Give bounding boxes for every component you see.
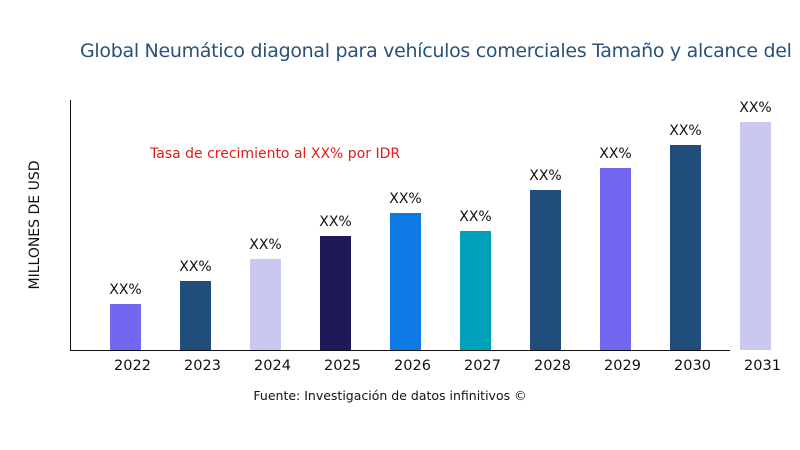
x-tick-2029: 2029 [604, 358, 641, 374]
bar-2024 [250, 259, 281, 350]
data-label-2023: XX% [179, 259, 211, 275]
bar-2027 [460, 231, 491, 350]
x-tick-2022: 2022 [114, 358, 151, 374]
x-tick-2027: 2027 [464, 358, 501, 374]
x-tick-2025: 2025 [324, 358, 361, 374]
x-tick-2030: 2030 [674, 358, 711, 374]
growth-annotation: Tasa de crecimiento al XX% por IDR [150, 146, 401, 162]
data-label-2028: XX% [529, 168, 561, 184]
bar-2029 [600, 168, 631, 350]
data-label-2027: XX% [459, 209, 491, 225]
bar-2028 [530, 190, 561, 350]
data-label-2025: XX% [319, 214, 351, 230]
chart-title: Global Neumático diagonal para vehículos… [80, 40, 792, 62]
x-tick-2024: 2024 [254, 358, 291, 374]
bar-2025 [320, 236, 351, 350]
data-label-2030: XX% [669, 123, 701, 139]
data-label-2026: XX% [389, 191, 421, 207]
bar-2023 [180, 281, 211, 350]
bar-2030 [670, 145, 701, 350]
data-label-2031: XX% [739, 100, 771, 116]
data-label-2024: XX% [249, 237, 281, 253]
data-label-2022: XX% [109, 282, 141, 298]
bar-2031 [740, 122, 771, 350]
data-label-2029: XX% [599, 146, 631, 162]
x-tick-2026: 2026 [394, 358, 431, 374]
bar-2026 [390, 213, 421, 350]
source-note: Fuente: Investigación de datos infinitiv… [253, 388, 527, 403]
bar-2022 [110, 304, 141, 350]
x-tick-2023: 2023 [184, 358, 221, 374]
x-tick-2028: 2028 [534, 358, 571, 374]
x-tick-2031: 2031 [744, 358, 781, 374]
